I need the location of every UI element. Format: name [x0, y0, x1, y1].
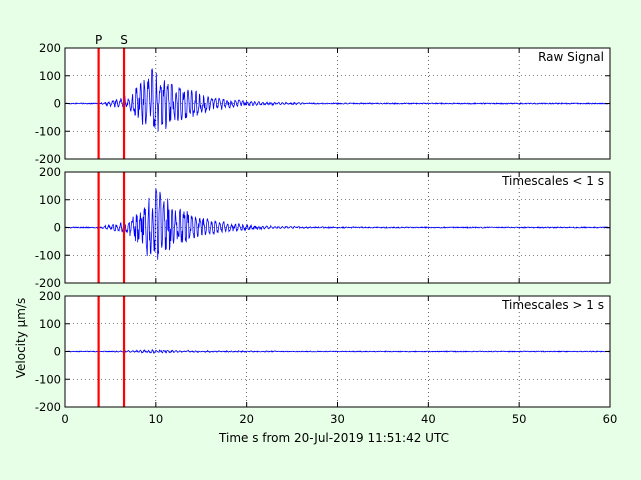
signal-trace	[65, 348, 610, 354]
x-axis-label: Time s from 20-Jul-2019 11:51:42 UTC	[218, 431, 449, 445]
x-tick-label: 50	[512, 412, 527, 426]
y-tick-label: 200	[39, 41, 61, 55]
y-tick-label: -100	[35, 124, 61, 138]
y-tick-label: -200	[35, 152, 61, 166]
y-tick-label: 100	[39, 317, 61, 331]
y-tick-label: -200	[35, 276, 61, 290]
y-tick-label: 0	[54, 221, 61, 235]
panel-3: -200 -100 0 100 200 Timescales > 1 s	[35, 289, 611, 414]
x-tick-label: 20	[239, 412, 254, 426]
panel-label: Timescales > 1 s	[501, 298, 604, 312]
phase-label-s: S	[120, 33, 128, 47]
panel-label: Timescales < 1 s	[501, 174, 604, 188]
x-tick-label: 30	[330, 412, 345, 426]
y-tick-label: -200	[35, 400, 61, 414]
x-tick-label: 60	[603, 412, 618, 426]
y-tick-label: -100	[35, 372, 61, 386]
x-tick-label: 0	[61, 412, 68, 426]
y-tick-label: 100	[39, 193, 61, 207]
panel-1: -200 -100 0 100 200 Raw Signal	[35, 41, 611, 166]
signal-trace	[65, 68, 610, 132]
y-axis-label: Velocity μm/s	[14, 298, 28, 379]
y-tick-label: 0	[54, 97, 61, 111]
y-tick-label: -100	[35, 248, 61, 262]
y-tick-label: 200	[39, 289, 61, 303]
panel-2: -200 -100 0 100 200 Timescales < 1 s	[35, 165, 611, 290]
y-tick-label: 200	[39, 165, 61, 179]
x-tick-label: 10	[149, 412, 164, 426]
y-tick-label: 0	[54, 345, 61, 359]
signal-trace	[65, 188, 610, 260]
y-tick-label: 100	[39, 69, 61, 83]
phase-label-p: P	[95, 33, 102, 47]
x-tick-label: 40	[421, 412, 436, 426]
panel-label: Raw Signal	[538, 50, 604, 64]
